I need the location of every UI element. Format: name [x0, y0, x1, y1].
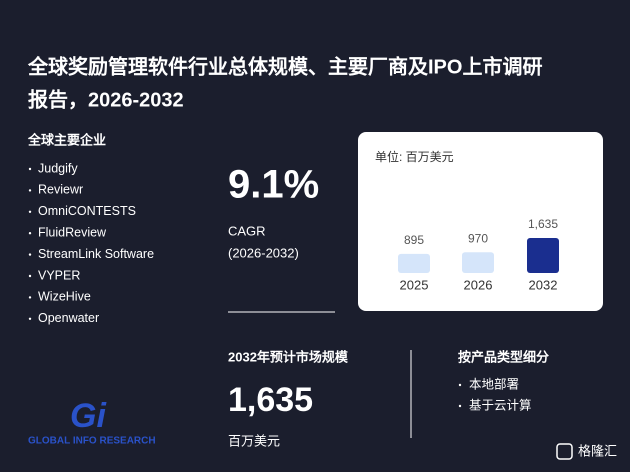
bullet — [28, 296, 32, 299]
market-value: 1,635 — [228, 381, 313, 419]
bullet — [28, 253, 32, 256]
bullet — [458, 404, 462, 408]
company-list: Judgify Reviewr OmniCONTESTS FluidReview Str… — [28, 161, 154, 325]
value-label: 970 — [468, 231, 488, 245]
title: 报告，2026-2032 — [28, 87, 184, 111]
bullet — [28, 189, 32, 192]
company-name: WizeHive — [38, 290, 91, 304]
company-name: Reviewr — [38, 183, 83, 197]
segment-name: 本地部署 — [469, 376, 519, 391]
bullet — [28, 167, 32, 171]
cagr-label: CAGR — [228, 223, 266, 238]
x-tick-label: 2025 — [400, 277, 429, 292]
x-tick-label: 2026 — [464, 277, 493, 292]
logo-mark: Gi — [70, 397, 107, 435]
company-name: OmniCONTESTS — [38, 204, 136, 218]
bar — [527, 238, 559, 273]
company-name: Judgify — [38, 161, 78, 175]
market-unit: 百万美元 — [228, 433, 280, 448]
company-name: Openwater — [38, 311, 99, 325]
company-name: FluidReview — [38, 225, 107, 239]
value-label: 895 — [404, 233, 424, 247]
segment-name: 基于云计算 — [469, 397, 532, 412]
value-label: 1,635 — [528, 217, 558, 231]
x-tick-label: 2032 — [529, 277, 558, 292]
cagr-value: 9.1% — [228, 163, 319, 207]
bar-chart: 895 2025 970 2026 1,635 2032 — [398, 217, 559, 292]
bar — [398, 253, 430, 273]
footer-brand: 格隆汇 — [578, 443, 617, 458]
title: 全球奖励管理软件行业总体规模、主要厂商及IPO上市调研 — [27, 54, 542, 78]
bullet — [28, 317, 32, 320]
chart-subtitle: 单位: 百万美元 — [375, 149, 454, 164]
section-heading: 按产品类型细分 — [458, 349, 549, 364]
brand-icon — [556, 443, 573, 460]
section-heading: 全球主要企业 — [27, 132, 106, 147]
section-heading: 2032年预计市场规模 — [228, 349, 349, 364]
bullet — [458, 383, 462, 387]
company-name: StreamLink Software — [38, 247, 154, 261]
bullet — [28, 274, 32, 278]
bullet — [28, 210, 32, 213]
bullet — [28, 232, 32, 235]
bar — [462, 252, 494, 273]
company-name: VYPER — [38, 268, 80, 282]
logo-text: GLOBAL INFO RESEARCH — [28, 436, 156, 447]
cagr-period: (2026-2032) — [228, 245, 299, 260]
